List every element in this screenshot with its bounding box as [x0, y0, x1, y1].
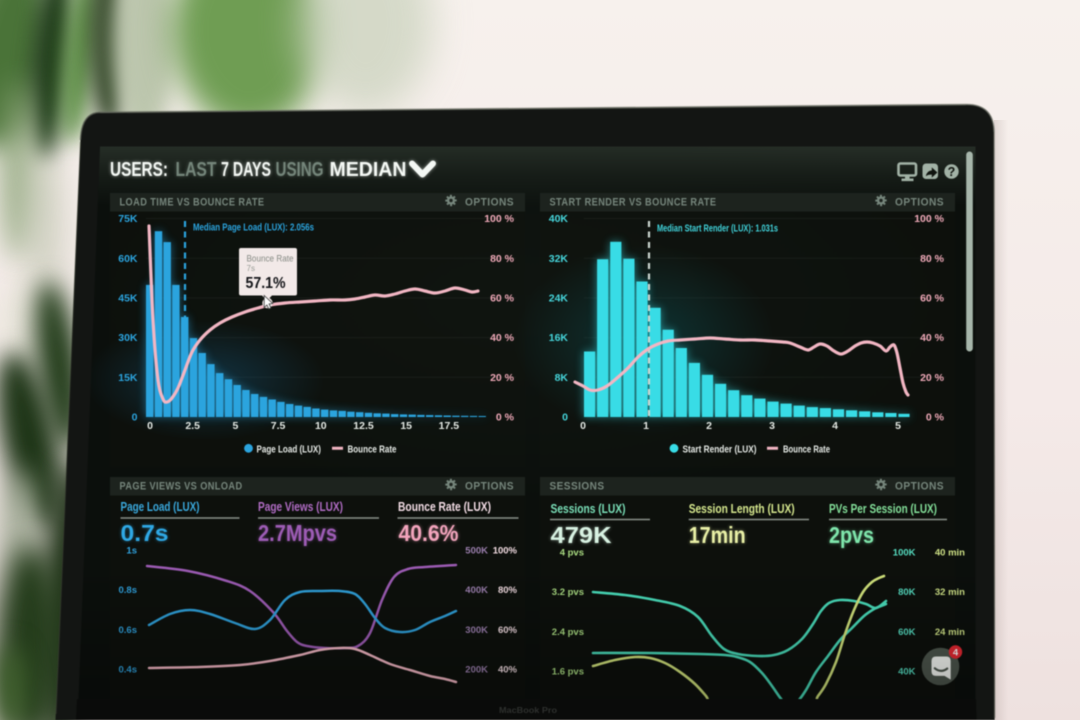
svg-text:USERS:: USERS: — [110, 159, 168, 181]
svg-text:USING: USING — [276, 159, 324, 181]
svg-text:2pvs: 2pvs — [829, 522, 874, 548]
svg-text:0.7s: 0.7s — [121, 520, 169, 546]
svg-text:0.7s: 0.7s — [121, 520, 169, 546]
svg-text:40.6%: 40.6% — [399, 520, 459, 546]
svg-text:60 %: 60 % — [490, 293, 515, 305]
svg-text:USING: USING — [276, 159, 324, 181]
svg-text:Bounce Rate: Bounce Rate — [783, 443, 830, 455]
svg-text:PVs Per Session (LUX): PVs Per Session (LUX) — [829, 502, 937, 516]
svg-text:32K: 32K — [549, 253, 569, 265]
svg-text:Session Length (LUX): Session Length (LUX) — [689, 502, 795, 516]
svg-text:7s: 7s — [247, 264, 255, 273]
svg-text:Page Load (LUX): Page Load (LUX) — [257, 443, 322, 455]
svg-text:Sessions (LUX): Sessions (LUX) — [551, 502, 626, 516]
svg-text:OPTIONS: OPTIONS — [895, 481, 944, 493]
svg-text:60 %: 60 % — [920, 293, 945, 305]
svg-text:30K: 30K — [118, 332, 138, 344]
svg-text:7 DAYS: 7 DAYS — [221, 159, 271, 181]
svg-text:0: 0 — [562, 412, 568, 424]
svg-text:OPTIONS: OPTIONS — [895, 197, 944, 209]
svg-text:LAST: LAST — [176, 159, 217, 181]
svg-text:USERS:: USERS: — [110, 159, 168, 181]
svg-text:0: 0 — [132, 412, 138, 424]
svg-text:MacBook Pro: MacBook Pro — [499, 706, 557, 715]
svg-text:100K: 100K — [893, 548, 916, 559]
svg-text:2pvs: 2pvs — [829, 522, 874, 548]
svg-text:24K: 24K — [549, 293, 569, 305]
svg-text:Page Views (LUX): Page Views (LUX) — [258, 500, 343, 514]
svg-text:4: 4 — [832, 420, 838, 432]
svg-text:57.1%: 57.1% — [246, 275, 286, 292]
svg-text:3: 3 — [769, 420, 775, 432]
svg-text:12.5: 12.5 — [353, 420, 374, 432]
svg-text:LAST: LAST — [176, 159, 217, 181]
svg-text:15: 15 — [400, 420, 412, 432]
svg-text:4 pvs: 4 pvs — [560, 548, 584, 559]
svg-text:1: 1 — [643, 420, 649, 432]
svg-text:Median Page Load (LUX): 2.056s: Median Page Load (LUX): 2.056s — [193, 222, 314, 234]
svg-text:SESSIONS: SESSIONS — [550, 481, 605, 493]
svg-text:17.5: 17.5 — [439, 420, 460, 432]
svg-text:START RENDER VS BOUNCE RATE: START RENDER VS BOUNCE RATE — [550, 197, 717, 209]
svg-text:0: 0 — [147, 420, 153, 432]
svg-text:0: 0 — [580, 420, 586, 432]
svg-text:40.6%: 40.6% — [399, 520, 459, 546]
svg-text:5: 5 — [895, 420, 901, 432]
svg-text:45K: 45K — [118, 293, 138, 305]
svg-text:MEDIAN: MEDIAN — [330, 159, 407, 181]
svg-text:?: ? — [948, 165, 956, 179]
svg-text:60K: 60K — [118, 253, 138, 265]
svg-text:OPTIONS: OPTIONS — [465, 197, 514, 209]
svg-text:Start Render (LUX): Start Render (LUX) — [683, 443, 757, 455]
svg-text:0 %: 0 % — [496, 412, 515, 424]
svg-text:20 %: 20 % — [920, 372, 945, 384]
svg-text:Bounce Rate: Bounce Rate — [247, 254, 294, 264]
svg-text:15K: 15K — [118, 372, 138, 384]
svg-text:2.5: 2.5 — [185, 420, 200, 432]
svg-text:2.7Mpvs: 2.7Mpvs — [258, 520, 337, 546]
svg-text:500K: 500K — [465, 546, 488, 557]
svg-text:PAGE VIEWS VS ONLOAD: PAGE VIEWS VS ONLOAD — [120, 481, 243, 493]
svg-text:2.7Mpvs: 2.7Mpvs — [258, 520, 337, 546]
svg-text:7.5: 7.5 — [271, 420, 286, 432]
svg-text:100%: 100% — [493, 546, 518, 557]
svg-text:40 %: 40 % — [920, 332, 945, 344]
svg-text:Bounce Rate: Bounce Rate — [348, 443, 397, 455]
svg-text:LOAD TIME VS BOUNCE RATE: LOAD TIME VS BOUNCE RATE — [120, 197, 265, 209]
svg-text:479K: 479K — [551, 522, 612, 548]
svg-text:479K: 479K — [551, 522, 612, 548]
svg-text:80 %: 80 % — [490, 253, 515, 265]
svg-text:20 %: 20 % — [490, 372, 515, 384]
svg-text:7 DAYS: 7 DAYS — [221, 159, 271, 181]
svg-text:40 %: 40 % — [490, 332, 515, 344]
svg-text:OPTIONS: OPTIONS — [465, 481, 514, 493]
svg-text:17min: 17min — [689, 522, 746, 548]
svg-text:40 min: 40 min — [935, 548, 965, 559]
svg-text:16K: 16K — [549, 332, 569, 344]
svg-text:8K: 8K — [555, 372, 569, 384]
svg-text:80 %: 80 % — [920, 253, 945, 265]
svg-text:17min: 17min — [689, 522, 746, 548]
svg-text:100 %: 100 % — [484, 213, 514, 225]
svg-text:Bounce Rate (LUX): Bounce Rate (LUX) — [398, 500, 491, 514]
svg-text:1s: 1s — [126, 546, 137, 557]
svg-text:100 %: 100 % — [914, 213, 944, 225]
svg-text:10: 10 — [315, 420, 327, 432]
svg-text:75K: 75K — [118, 213, 138, 225]
svg-text:5: 5 — [232, 420, 238, 432]
svg-text:40K: 40K — [549, 213, 569, 225]
svg-text:0 %: 0 % — [926, 412, 945, 424]
svg-text:2: 2 — [706, 420, 712, 432]
svg-text:Median Start Render (LUX): 1.0: Median Start Render (LUX): 1.031s — [657, 223, 778, 235]
svg-text:Page Load (LUX): Page Load (LUX) — [121, 500, 200, 514]
svg-text:MEDIAN: MEDIAN — [330, 159, 407, 181]
